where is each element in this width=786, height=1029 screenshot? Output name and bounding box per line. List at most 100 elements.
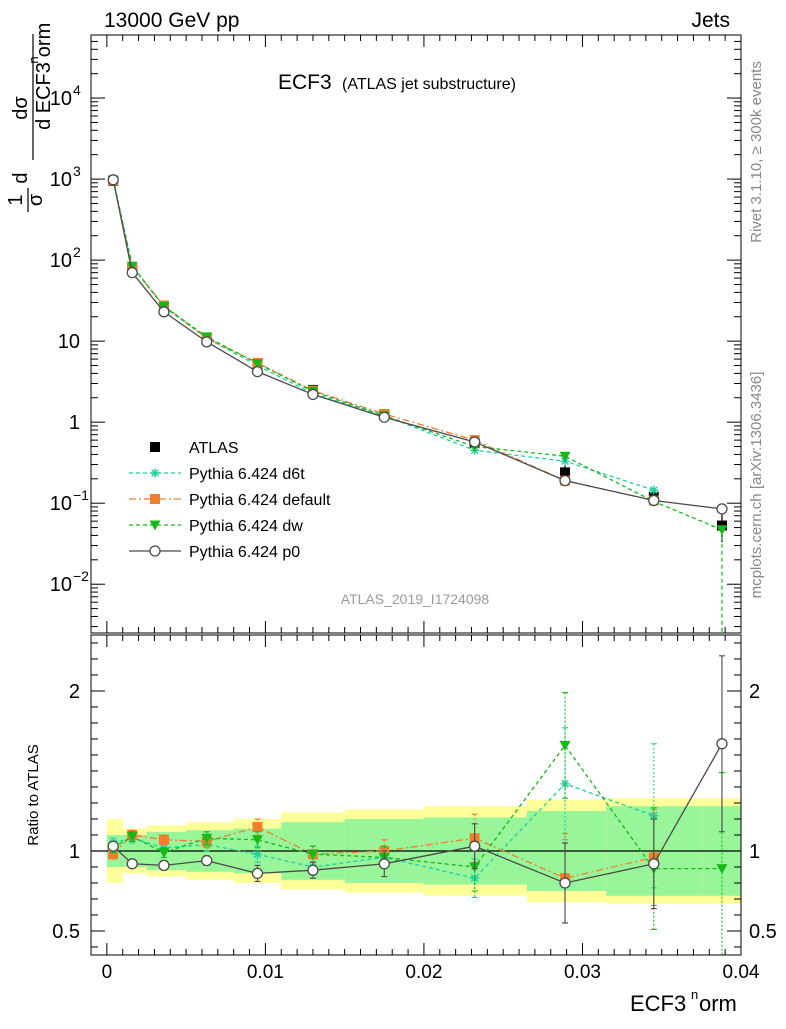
xlabel-tail: orm [699, 991, 737, 1016]
series-4-point [126, 267, 138, 279]
ylabel-sigma: σ [25, 193, 47, 206]
plot-subtitle: (ATLAS jet substructure) [342, 76, 516, 93]
ratio-series-2-point [158, 834, 169, 845]
legend-label: Pythia 6.424 default [189, 492, 331, 509]
x-tick-label: 0 [102, 962, 113, 983]
ratio-series-4-point [716, 738, 728, 750]
ratio-series-3-point [251, 835, 263, 846]
legend-marker [149, 545, 161, 557]
ratio-series-4-point [158, 859, 170, 872]
main-y-tick-label: 10 [50, 169, 72, 191]
ylabel-d-ecf3: d ECF3 [33, 62, 55, 130]
xlabel-sup: n [691, 987, 698, 1002]
series-3-point [559, 451, 571, 462]
header-left: 13000 GeV pp [104, 9, 239, 32]
legend-label: ATLAS [189, 440, 239, 457]
main-y-tick-exponent: −2 [73, 568, 89, 584]
ratio-uncertainty-bands [91, 798, 741, 904]
series-1-point [649, 485, 659, 495]
ratio-series-4-point [648, 858, 660, 870]
ratio-series-3-point [126, 832, 138, 843]
series-2-line [112, 180, 654, 502]
series-4-point [201, 336, 213, 348]
ratio-y-tick-label-left: 1 [69, 841, 80, 863]
series-4-point [559, 474, 571, 487]
main-frame [90, 34, 742, 634]
ratio-series-3-point [158, 848, 170, 859]
x-tick-label: 0.02 [405, 962, 442, 983]
ratio-series-4-point [378, 858, 390, 870]
ratio-series-2-line [112, 826, 654, 879]
main-y-tick-label: 1 [69, 412, 80, 434]
main-y-tick-exponent: −1 [73, 487, 89, 503]
series-4-point [716, 503, 728, 515]
x-tick-label: 0.01 [247, 962, 284, 983]
ratio-series-4-point [201, 854, 213, 867]
legend-label: Pythia 6.424 dw [189, 518, 303, 535]
main-y-tick-label: 10 [50, 574, 72, 596]
ylabel-d-ecf3-tail: orm [33, 23, 55, 57]
main-y-tick-exponent: 3 [73, 163, 81, 179]
x-tick-label: 0.04 [723, 962, 760, 983]
axes-layer [90, 34, 742, 956]
main-y-tick-label: 10 [50, 493, 72, 515]
plot-title: ECF3 [278, 71, 332, 94]
ratio-y-tick-label-right: 2 [749, 681, 760, 703]
ratio-series-layer [107, 655, 728, 955]
main-y-tick-label: 10 [50, 88, 72, 110]
main-y-tick-label: 10 [58, 331, 80, 353]
ratio-y-tick-label-right: 0.5 [749, 921, 777, 943]
series-4-point [107, 174, 119, 186]
legend-marker [150, 442, 160, 452]
ratio-y-tick-label-left: 0.5 [52, 921, 80, 943]
main-y-axis-label: dσ d ECF3 n orm d 1 σ [5, 23, 55, 212]
legend-marker [150, 468, 160, 478]
series-4-point [469, 436, 481, 448]
ratio-series-3-point [307, 849, 319, 860]
legend-label: Pythia 6.424 d6t [189, 466, 305, 483]
legend-marker [150, 494, 160, 504]
ratio-series-4-point [107, 840, 119, 852]
series-3-point [126, 261, 138, 272]
ylabel-one: 1 [5, 194, 27, 205]
ratio-series-4-point [251, 867, 264, 880]
legend-marker [149, 520, 161, 531]
ratio-series-3-point [559, 740, 571, 751]
legend: ATLAS Pythia 6.424 d6t Pythia 6.424 defaul… [129, 440, 331, 561]
main-y-tick-exponent: 2 [73, 244, 81, 260]
series-4-point [158, 306, 170, 318]
ratio-series-4-point [126, 858, 138, 870]
ratio-series-1-line [113, 783, 655, 879]
ylabel-d-ecf3-sup: n [26, 56, 41, 63]
series-0-point [560, 467, 571, 478]
legend-label: Pythia 6.424 p0 [189, 544, 300, 561]
ratio-series-1-point [470, 873, 480, 883]
x-tick-label: 0.03 [564, 962, 601, 983]
ratio-y-tick-label-right: 1 [749, 841, 760, 863]
main-series-layer [107, 174, 728, 633]
ratio-y-tick-label-left: 2 [69, 681, 80, 703]
ratio-series-2-point [108, 849, 119, 860]
analysis-id: ATLAS_2019_I1724098 [341, 591, 490, 607]
series-4-point [648, 494, 660, 507]
ylabel-d-sigma: dσ [10, 96, 32, 120]
ratio-series-1-point [560, 779, 570, 789]
ratio-y-axis-label: Ratio to ATLAS [25, 744, 42, 845]
ratio-series-3-point [716, 864, 728, 875]
ratio-frame [90, 634, 742, 956]
main-y-tick-label: 10 [50, 250, 72, 272]
ylabel-d: d [10, 172, 32, 183]
header-right: Jets [691, 9, 730, 32]
series-4-point [251, 366, 264, 378]
ratio-series-4-point [469, 840, 481, 852]
ratio-series-2-point [252, 822, 263, 832]
ratio-series-3-point [201, 833, 213, 844]
main-y-tick-exponent: 4 [73, 82, 81, 98]
side-mcplots-label: mcplots.cern.ch [arXiv:1306.3436] [748, 372, 765, 599]
x-axis-label: ECF3 n orm [630, 987, 737, 1016]
series-3-point [251, 358, 263, 369]
side-rivet-label: Rivet 3.1.10, ≥ 300k events [748, 61, 765, 243]
ratio-series-4-point [307, 864, 319, 876]
